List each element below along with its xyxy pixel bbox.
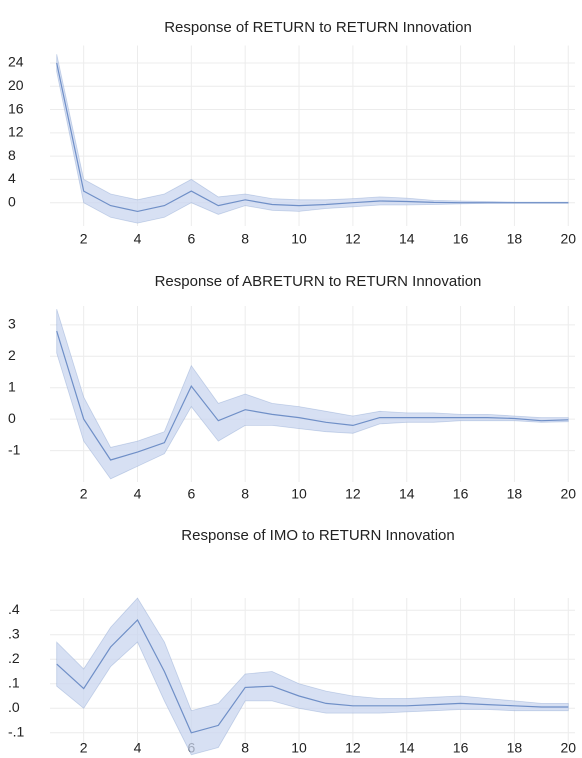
confidence-band: [56, 597, 569, 756]
y-tick-label: 1: [8, 378, 16, 394]
y-tick-label: 4: [8, 170, 16, 186]
x-tick-label: 4: [134, 486, 142, 502]
x-tick-label: 20: [560, 486, 576, 502]
x-tick-label: 14: [399, 740, 415, 756]
y-tick-label: .0: [8, 699, 20, 715]
chart-title: Response of RETURN to RETURN Innovation: [164, 19, 472, 36]
x-tick-label: 8: [241, 740, 249, 756]
y-tick-label: 24: [8, 54, 24, 70]
chart-title: Response of IMO to RETURN Innovation: [181, 527, 454, 544]
x-tick-label: 12: [345, 740, 361, 756]
confidence-band: [56, 308, 569, 480]
y-tick-label: 0: [8, 193, 16, 209]
y-tick-label: .3: [8, 625, 20, 641]
x-tick-label: 18: [507, 486, 523, 502]
x-tick-label: 18: [507, 740, 523, 756]
x-tick-label: 10: [291, 486, 307, 502]
x-tick-label: 10: [291, 231, 307, 247]
y-tick-label: .1: [8, 674, 20, 690]
y-tick-label: -1: [8, 441, 21, 457]
x-tick-label: 10: [291, 740, 307, 756]
y-tick-label: 16: [8, 100, 24, 116]
x-tick-label: 6: [187, 231, 195, 247]
y-tick-label: .2: [8, 650, 20, 666]
x-tick-label: 2: [80, 231, 88, 247]
y-tick-label: 12: [8, 124, 24, 140]
confidence-band: [56, 54, 569, 224]
response-line: [56, 62, 569, 213]
x-tick-label: 2: [80, 486, 88, 502]
x-tick-label: 8: [241, 231, 249, 247]
y-tick-label: 3: [8, 316, 16, 332]
response-line: [56, 618, 569, 734]
y-tick-label: 2: [8, 347, 16, 363]
x-tick-label: 8: [241, 486, 249, 502]
x-tick-label: 16: [453, 486, 469, 502]
x-tick-label: 20: [560, 231, 576, 247]
x-tick-label: 12: [345, 231, 361, 247]
y-tick-label: -.1: [8, 723, 25, 739]
x-tick-label: 16: [453, 231, 469, 247]
x-tick-label: 14: [399, 231, 415, 247]
x-tick-label: 14: [399, 486, 415, 502]
y-tick-label: 0: [8, 410, 16, 426]
x-tick-label: 16: [453, 740, 469, 756]
x-tick-label: 4: [134, 740, 142, 756]
y-tick-label: 20: [8, 77, 24, 93]
chart-title: Response of ABRETURN to RETURN Innovatio…: [155, 273, 482, 290]
x-tick-label: 12: [345, 486, 361, 502]
x-tick-label: 2: [80, 740, 88, 756]
y-tick-label: .4: [8, 601, 20, 617]
x-tick-label: 20: [560, 740, 576, 756]
x-tick-label: 4: [134, 231, 142, 247]
response-line: [56, 330, 569, 461]
x-tick-label: 6: [187, 486, 195, 502]
x-tick-label: 18: [507, 231, 523, 247]
y-tick-label: 8: [8, 147, 16, 163]
